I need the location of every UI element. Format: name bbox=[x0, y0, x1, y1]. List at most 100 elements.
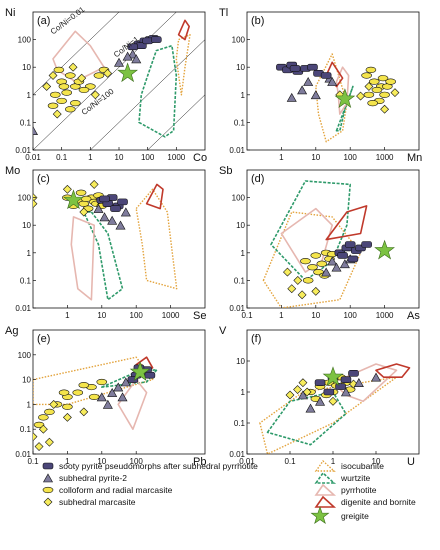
point-marcasite-5 bbox=[38, 424, 48, 434]
point-pyrite2-3 bbox=[310, 90, 321, 100]
y-tick-label-0: 0.01 bbox=[15, 304, 31, 313]
point-marcasite-2 bbox=[62, 184, 72, 194]
point-sooty-7 bbox=[150, 36, 162, 43]
point-pyrite2-0 bbox=[297, 85, 308, 95]
point-greigite-0 bbox=[117, 62, 138, 83]
field-isocubanite bbox=[315, 53, 348, 143]
x-tick-label-0: 1 bbox=[65, 311, 70, 320]
x-tick-label-3: 100 bbox=[344, 311, 358, 320]
panel-label: (e) bbox=[37, 333, 50, 345]
point-pyrite2-2 bbox=[340, 387, 351, 397]
y-tick-label-1: 0.1 bbox=[20, 425, 32, 434]
point-greigite-0 bbox=[374, 239, 395, 260]
y-tick-label-2: 1 bbox=[241, 91, 246, 100]
legend-label-colloform: colloform and radial marcasite bbox=[59, 485, 173, 495]
point-marcasite-0 bbox=[285, 390, 295, 400]
legend-label-sooty: sooty pyrite pseudomorphs after subhedra… bbox=[59, 461, 258, 471]
point-pyrite2-1 bbox=[107, 387, 118, 397]
field-digenite bbox=[177, 19, 190, 41]
point-colloform-6 bbox=[62, 403, 73, 410]
y-tick-label-3: 10 bbox=[236, 221, 245, 230]
x-axis: 0.01 0.1 1 10 100 1000 bbox=[25, 147, 186, 162]
point-marcasite-1 bbox=[77, 73, 87, 83]
y-axis: 0.01 0.1 1 10 bbox=[229, 357, 250, 459]
point-pyrite2-4 bbox=[102, 399, 113, 409]
point-marcasite-0 bbox=[356, 91, 365, 101]
panel-a: 0.01 0.1 1 10 100 10000.010.1110100NiCo(a)Co/… bbox=[5, 5, 207, 164]
plot-area bbox=[262, 180, 395, 308]
field-digenite bbox=[325, 205, 368, 241]
point-marcasite-1 bbox=[298, 378, 308, 388]
plot-area bbox=[33, 180, 178, 301]
legend-item-greigite: greigite bbox=[310, 506, 369, 525]
point-pyrite2-0 bbox=[93, 203, 104, 213]
y-axis-label: Sb bbox=[219, 165, 232, 177]
x-axis-label: Se bbox=[193, 310, 206, 322]
legend-label-digenite: digenite and bornite bbox=[341, 497, 416, 507]
x-tick-label-0: 1 bbox=[279, 153, 284, 162]
point-marcasite-2 bbox=[390, 88, 400, 98]
y-axis: 0.01 0.1 1 10 100 bbox=[15, 351, 36, 459]
panel-f: 0.01 0.1 1 10 0.01 0.1 1 10 V U (f) bbox=[219, 325, 420, 468]
point-pyrite2-2 bbox=[120, 207, 131, 217]
point-marcasite-4 bbox=[283, 267, 292, 277]
x-axis: 0.01 0.1 1 10 bbox=[239, 451, 381, 466]
x-tick-label-3: 1000 bbox=[162, 311, 180, 320]
legend-item-digenite: digenite and bornite bbox=[314, 495, 416, 508]
point-colloform-0 bbox=[50, 91, 61, 98]
point-colloform-3 bbox=[316, 260, 328, 267]
plot-area bbox=[276, 53, 400, 143]
point-colloform-5 bbox=[44, 408, 55, 415]
point-sooty-5 bbox=[307, 63, 318, 71]
legend-label-greigite: greigite bbox=[341, 511, 369, 521]
point-pyrite2-0 bbox=[297, 390, 308, 400]
y-axis: 0.01 0.1 1 10 100 bbox=[229, 36, 250, 155]
point-colloform-8 bbox=[75, 189, 87, 196]
point-marcasite-6 bbox=[49, 399, 59, 409]
point-marcasite-5 bbox=[68, 62, 78, 72]
point-marcasite-3 bbox=[364, 82, 374, 91]
x-tick-label-3: 1000 bbox=[376, 153, 394, 162]
y-tick-label-4: 100 bbox=[18, 194, 32, 203]
point-pyrite2-3 bbox=[33, 126, 39, 136]
x-tick-label-2: 100 bbox=[344, 153, 358, 162]
plot-area bbox=[259, 363, 411, 454]
point-colloform-0 bbox=[300, 258, 311, 265]
field-pyrrhotite bbox=[70, 216, 95, 301]
point-sooty-4 bbox=[335, 383, 346, 390]
point-marcasite-0 bbox=[33, 432, 38, 442]
point-colloform-10 bbox=[33, 421, 45, 428]
point-marcasite-3 bbox=[52, 109, 62, 119]
point-sooty-2 bbox=[340, 376, 352, 383]
y-tick-label-4: 100 bbox=[18, 36, 32, 45]
panel-c: 1 10 100 1000 0.01 0.1 1 10 100 Mo Se (c) bbox=[5, 165, 206, 322]
point-colloform-4 bbox=[365, 66, 377, 73]
plot-frame bbox=[32, 329, 206, 455]
point-colloform-1 bbox=[368, 78, 380, 85]
point-sooty-7 bbox=[320, 72, 332, 79]
point-pyrite2-1 bbox=[99, 212, 110, 222]
y-tick-label-1: 0.1 bbox=[234, 118, 246, 127]
x-axis: 0.1 1 10 100 bbox=[27, 451, 143, 466]
y-tick-label-0: 0.01 bbox=[15, 450, 31, 459]
point-pyrite2-4 bbox=[321, 267, 332, 277]
point-colloform-3 bbox=[64, 72, 76, 79]
x-tick-label-3: 100 bbox=[130, 457, 144, 466]
point-colloform-8 bbox=[302, 277, 314, 284]
x-tick-label-4: 1000 bbox=[376, 311, 394, 320]
point-marcasite-3 bbox=[79, 207, 89, 217]
point-marcasite-3 bbox=[328, 396, 338, 406]
point-greigite-0 bbox=[322, 366, 344, 387]
y-tick-label-1: 0.1 bbox=[20, 276, 32, 285]
x-tick-label-1: 10 bbox=[311, 153, 320, 162]
point-colloform-15 bbox=[58, 83, 70, 90]
x-tick-label-5: 1000 bbox=[167, 153, 185, 162]
y-axis-label: Ag bbox=[5, 325, 18, 337]
point-marcasite-4 bbox=[349, 379, 358, 389]
point-marcasite-1 bbox=[34, 442, 44, 451]
legend-item-isocubanite: isocubanite bbox=[314, 459, 384, 472]
point-sooty-4 bbox=[117, 198, 128, 206]
x-tick-label-1: 1 bbox=[279, 311, 284, 320]
panel-b: 1 10 100 1000 0.01 0.1 1 10 100 Tl Mn (b) bbox=[219, 7, 422, 164]
point-sooty-8 bbox=[289, 65, 301, 72]
